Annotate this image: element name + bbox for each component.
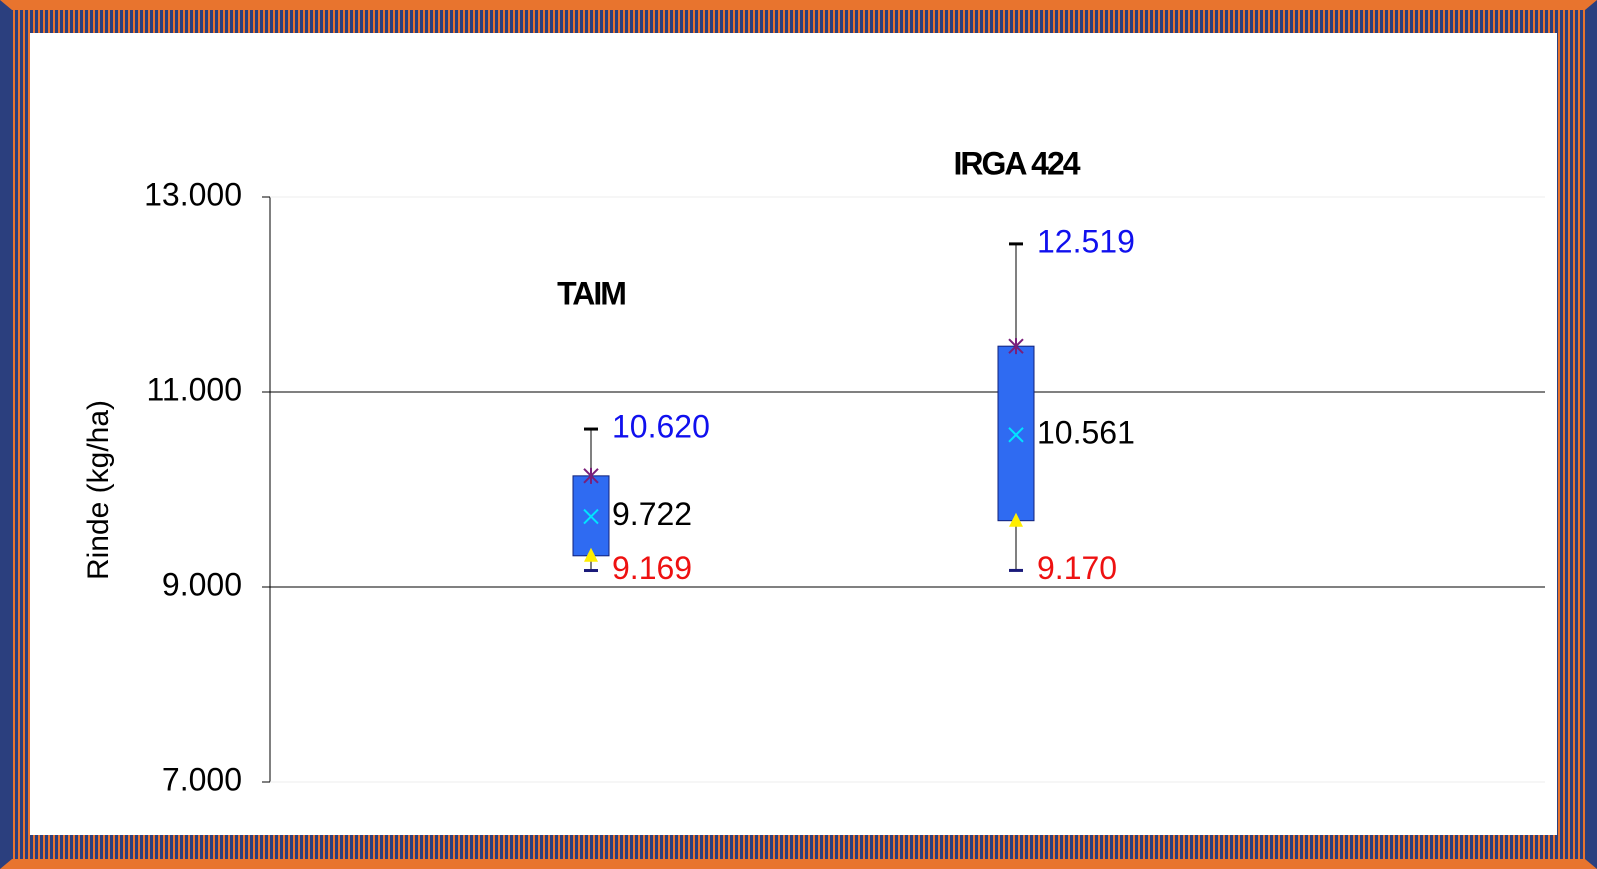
y-tick-label: 7.000 <box>162 761 242 797</box>
max-label: 12.519 <box>1037 223 1135 259</box>
y-tick-label: 9.000 <box>162 566 242 602</box>
q1-marker <box>1009 512 1023 527</box>
category-label: IRGA 424 <box>953 146 1080 182</box>
mean-marker <box>583 508 599 525</box>
min-label: 9.169 <box>612 550 692 586</box>
chart-background <box>30 33 1557 835</box>
q1-marker <box>584 547 598 562</box>
y-tick-label: 13.000 <box>144 176 242 212</box>
mean-label: 9.722 <box>612 496 692 532</box>
q3-marker <box>1008 338 1024 355</box>
max-label: 10.620 <box>612 409 710 445</box>
y-tick-label: 11.000 <box>147 371 243 407</box>
mean-marker <box>1008 427 1024 443</box>
mean-label: 10.561 <box>1037 414 1135 450</box>
min-label: 9.170 <box>1037 550 1117 586</box>
y-axis-label: Rinde (kg/ha) <box>82 400 115 580</box>
q3-marker <box>583 467 599 484</box>
category-label: TAIM <box>557 275 625 311</box>
